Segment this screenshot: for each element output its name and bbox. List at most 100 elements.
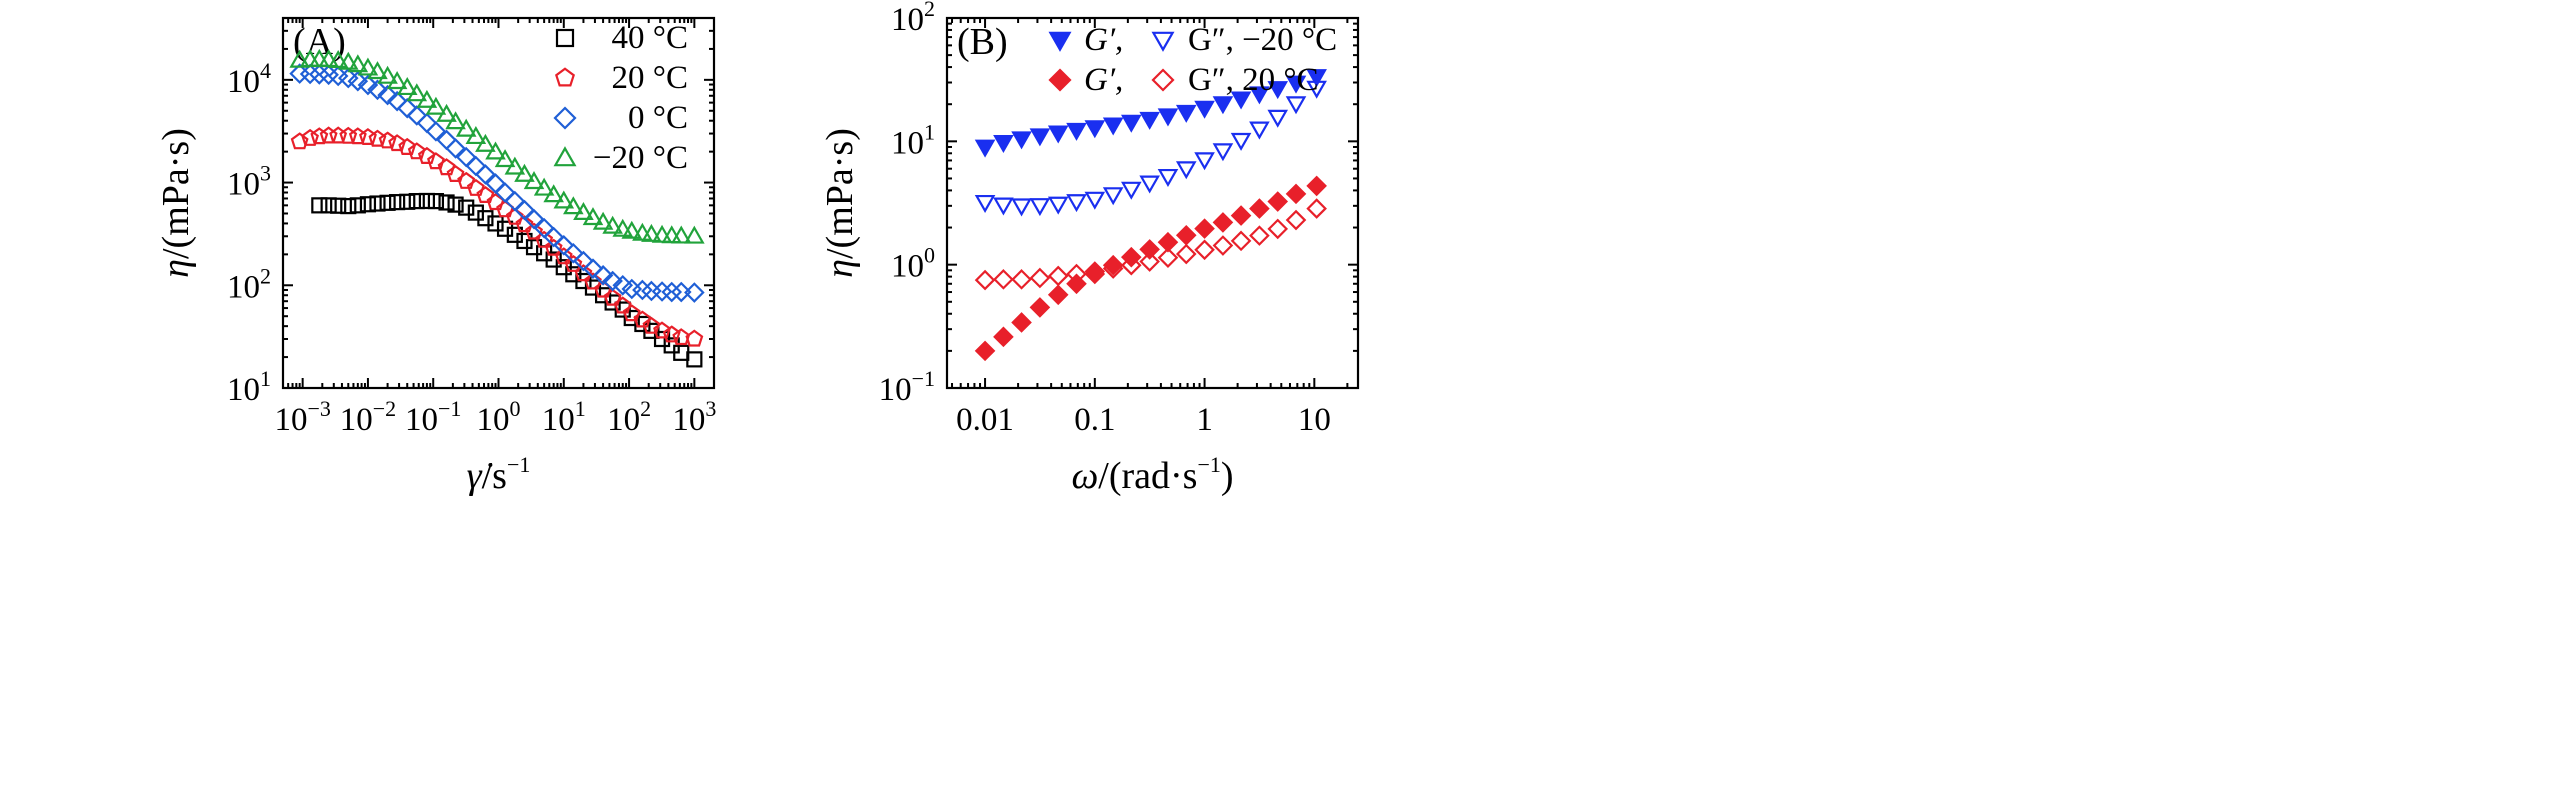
data-point bbox=[320, 197, 337, 214]
legend-label: 40 °C bbox=[612, 20, 688, 56]
data-point bbox=[407, 142, 426, 160]
data-point bbox=[377, 84, 398, 106]
y-tick-label: 103 bbox=[227, 161, 271, 203]
data-point bbox=[602, 270, 623, 292]
data-point bbox=[369, 195, 386, 212]
legend-marker bbox=[555, 67, 575, 87]
y-tick-base: 10 bbox=[227, 269, 260, 305]
y-tick-exp: 4 bbox=[260, 58, 271, 83]
data-point bbox=[445, 138, 466, 159]
panel-label: (A) bbox=[293, 21, 346, 63]
series-3 bbox=[974, 198, 1327, 291]
x-tick-value: 0.01 bbox=[956, 402, 1014, 438]
data-point bbox=[1285, 96, 1307, 115]
data-point bbox=[642, 316, 661, 334]
data-point bbox=[582, 258, 604, 280]
data-point bbox=[1011, 312, 1032, 333]
data-point bbox=[554, 247, 573, 265]
data-point bbox=[466, 178, 485, 196]
data-point bbox=[651, 224, 673, 243]
data-point bbox=[436, 129, 457, 151]
data-point bbox=[1230, 91, 1252, 110]
data-point bbox=[553, 235, 575, 256]
data-point bbox=[396, 97, 418, 119]
x-tick-label: 100 bbox=[477, 396, 521, 438]
data-point bbox=[417, 146, 436, 164]
data-point bbox=[1249, 121, 1270, 140]
data-point bbox=[290, 132, 309, 150]
data-point bbox=[330, 197, 347, 214]
data-point bbox=[1029, 198, 1051, 217]
y-tick-label: 10−1 bbox=[879, 366, 935, 408]
x-tick-exp: 0 bbox=[510, 396, 521, 421]
data-point bbox=[533, 177, 555, 196]
data-point bbox=[1175, 225, 1197, 246]
data-point bbox=[563, 196, 584, 215]
series-0 bbox=[974, 69, 1327, 158]
data-point bbox=[641, 223, 662, 242]
data-point bbox=[455, 118, 477, 137]
data-point bbox=[653, 321, 671, 339]
data-point bbox=[1212, 96, 1234, 115]
data-point bbox=[592, 211, 614, 230]
data-point bbox=[467, 204, 484, 221]
series-2 bbox=[289, 63, 705, 303]
data-point bbox=[1306, 69, 1327, 88]
x-tick-base: 10 bbox=[274, 402, 307, 438]
y-tick-label: 102 bbox=[227, 263, 271, 305]
series-3 bbox=[289, 48, 705, 244]
data-point bbox=[1212, 235, 1234, 256]
data-point bbox=[523, 208, 545, 230]
series-0 bbox=[311, 192, 703, 368]
data-point bbox=[299, 63, 321, 85]
y-tick-exp: 2 bbox=[260, 263, 271, 288]
data-point bbox=[1084, 263, 1106, 285]
y-tick-exp: 1 bbox=[260, 366, 271, 391]
y-tick-exp: 3 bbox=[260, 161, 271, 186]
data-point bbox=[1011, 269, 1032, 290]
data-point bbox=[446, 165, 465, 182]
x-tick-label: 10−2 bbox=[340, 396, 396, 438]
x-tick-base: 10 bbox=[340, 402, 373, 438]
data-point bbox=[993, 269, 1014, 290]
y-tick-base: 10 bbox=[891, 2, 924, 38]
plot-frame bbox=[945, 16, 1360, 390]
legend-marker-open bbox=[1151, 68, 1175, 92]
data-point bbox=[436, 103, 457, 122]
series-1 bbox=[974, 80, 1327, 217]
x-tick-base: 10 bbox=[405, 402, 438, 438]
data-point bbox=[398, 137, 417, 155]
data-point bbox=[309, 64, 330, 85]
x-tick-base: 10 bbox=[477, 402, 510, 438]
data-point bbox=[1157, 168, 1179, 187]
legend-label-g-prime: G′, bbox=[1084, 62, 1123, 98]
data-point bbox=[1212, 212, 1234, 233]
data-point bbox=[672, 328, 691, 346]
legend-marker-open bbox=[1151, 31, 1175, 52]
x-axis-unit-exp: −1 bbox=[1197, 452, 1220, 477]
x-tick-label: 10 bbox=[1298, 402, 1331, 438]
y-axis-symbol: η bbox=[155, 259, 197, 278]
data-point bbox=[584, 272, 602, 290]
data-point bbox=[613, 296, 632, 314]
data-point bbox=[643, 322, 660, 339]
data-point bbox=[447, 196, 464, 213]
data-point bbox=[1029, 297, 1051, 318]
data-point bbox=[1121, 114, 1142, 133]
data-point bbox=[337, 51, 359, 70]
data-point bbox=[544, 238, 563, 256]
legend-marker-filled bbox=[1048, 68, 1072, 92]
legend-label-g-prime: G′, bbox=[1084, 22, 1123, 58]
data-point bbox=[347, 54, 369, 73]
data-point bbox=[357, 74, 379, 96]
data-point bbox=[1194, 218, 1215, 239]
data-point bbox=[670, 225, 692, 244]
data-point bbox=[993, 197, 1014, 216]
y-tick-base: 10 bbox=[227, 167, 260, 203]
data-point bbox=[367, 79, 388, 101]
data-point bbox=[477, 210, 494, 227]
data-point bbox=[1267, 191, 1289, 212]
data-point bbox=[416, 89, 438, 108]
y-axis-title: η/(mPa·s) bbox=[155, 128, 197, 278]
data-point bbox=[1102, 254, 1124, 276]
